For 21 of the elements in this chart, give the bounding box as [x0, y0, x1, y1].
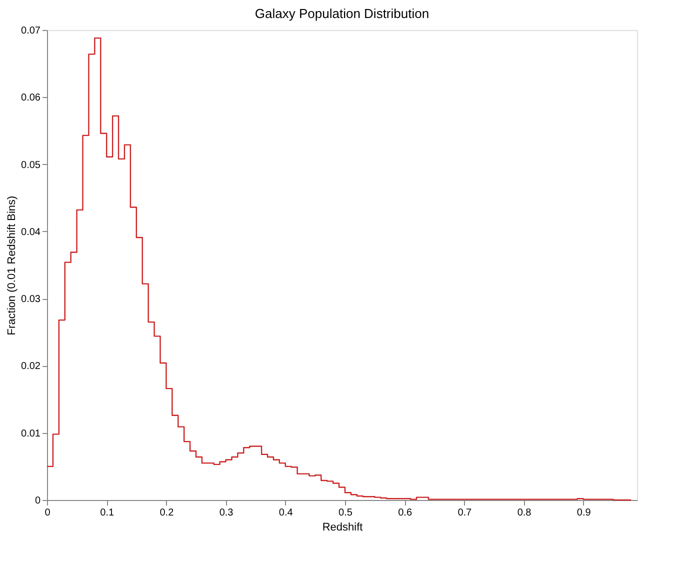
chart-title: Galaxy Population Distribution [254, 6, 430, 21]
x-tick-label: 0.1 [100, 508, 114, 518]
x-tick-label: 0 [44, 508, 51, 518]
x-tick-label: 0.8 [517, 508, 532, 518]
x-tick-label: 0.4 [278, 508, 294, 518]
x-tick-label: 0.9 [576, 508, 592, 518]
y-tick-label: 0.03 [21, 294, 41, 306]
x-axis-title: Redshift [322, 522, 363, 534]
x-tick-label: 0.6 [398, 508, 412, 518]
y-tick-label: 0.02 [21, 361, 41, 372]
y-axis-title: Fraction (0.01 Redshift Bins) [6, 196, 18, 336]
y-tick-label: 0 [34, 496, 41, 506]
y-tick-label: 0.01 [21, 428, 41, 440]
y-tick-label: 0.04 [21, 226, 41, 238]
y-tick-label: 0.07 [21, 26, 41, 36]
x-tick-label: 0.2 [160, 508, 174, 518]
x-tick-label: 0.3 [219, 508, 234, 518]
y-tick-label: 0.05 [21, 160, 41, 171]
x-tick-label: 0.7 [458, 508, 472, 518]
y-tick-label: 0.06 [21, 92, 41, 104]
x-tick-label: 0.5 [338, 508, 353, 518]
